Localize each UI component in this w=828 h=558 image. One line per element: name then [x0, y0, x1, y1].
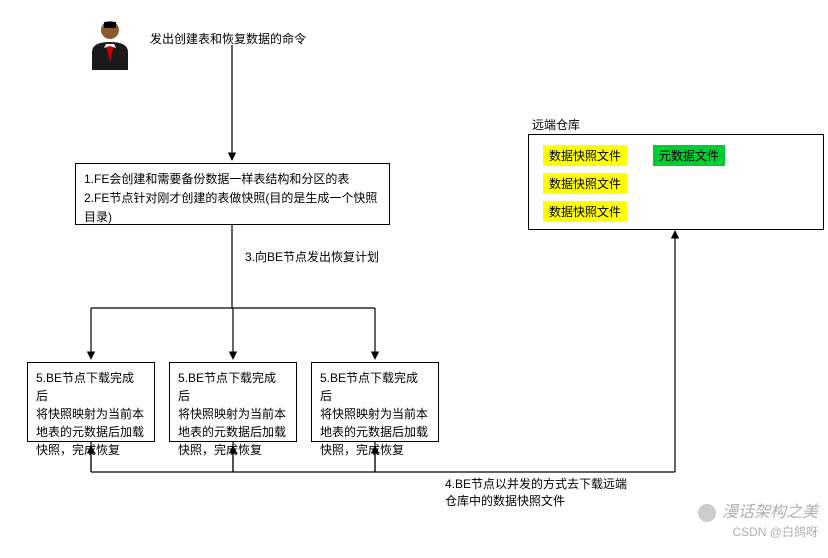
connectors	[0, 0, 828, 558]
be2-l3: 地表的元数据后加载	[178, 423, 288, 441]
be-node-3: 5.BE节点下载完成后 将快照映射为当前本 地表的元数据后加载 快照，完成恢复	[311, 362, 439, 442]
watermark-csdn: CSDN @白鸽呀	[732, 523, 818, 540]
be3-l1: 5.BE节点下载完成后	[320, 369, 430, 405]
fe-node: 1.FE会创建和需要备份数据一样表结构和分区的表 2.FE节点针对刚才创建的表做…	[75, 163, 390, 225]
be2-l1: 5.BE节点下载完成后	[178, 369, 288, 405]
fe-line-1: 1.FE会创建和需要备份数据一样表结构和分区的表	[84, 170, 381, 189]
be2-l4: 快照，完成恢复	[178, 441, 288, 459]
be1-l4: 快照，完成恢复	[36, 441, 146, 459]
fe-line-2: 2.FE节点针对刚才创建的表做快照(目的是生成一个快照目录)	[84, 189, 381, 227]
be2-l2: 将快照映射为当前本	[178, 405, 288, 423]
be3-l3: 地表的元数据后加载	[320, 423, 430, 441]
watermark-brand-text: 漫话架构之美	[722, 504, 818, 521]
remote-title: 远端仓库	[532, 116, 580, 133]
snapshot-file-1: 数据快照文件	[543, 145, 627, 166]
edge4-label-b: 仓库中的数据快照文件	[445, 492, 565, 509]
edge4-label-a: 4.BE节点以并发的方式去下载远端	[445, 475, 627, 492]
remote-repo: 数据快照文件 元数据文件 数据快照文件 数据快照文件	[528, 134, 824, 230]
actor-label: 发出创建表和恢复数据的命令	[150, 30, 306, 47]
be1-l3: 地表的元数据后加载	[36, 423, 146, 441]
edge3-label: 3.向BE节点发出恢复计划	[245, 248, 379, 265]
be-node-1: 5.BE节点下载完成后 将快照映射为当前本 地表的元数据后加载 快照，完成恢复	[27, 362, 155, 442]
be3-l4: 快照，完成恢复	[320, 441, 430, 459]
actor-icon	[86, 18, 134, 70]
be3-l2: 将快照映射为当前本	[320, 405, 430, 423]
be-node-2: 5.BE节点下载完成后 将快照映射为当前本 地表的元数据后加载 快照，完成恢复	[169, 362, 297, 442]
be1-l1: 5.BE节点下载完成后	[36, 369, 146, 405]
snapshot-file-2: 数据快照文件	[543, 173, 627, 194]
watermark-brand: 漫话架构之美	[698, 498, 818, 522]
metadata-file: 元数据文件	[653, 145, 725, 166]
snapshot-file-3: 数据快照文件	[543, 201, 627, 222]
be1-l2: 将快照映射为当前本	[36, 405, 146, 423]
